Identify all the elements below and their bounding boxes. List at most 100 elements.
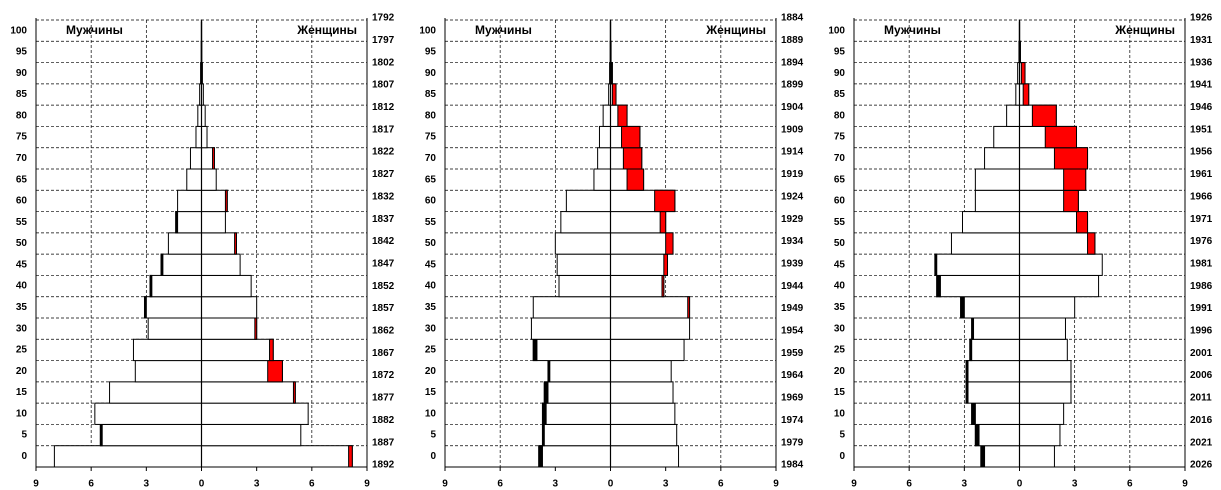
male-bar <box>186 168 203 191</box>
birth-year-label: 1954 <box>781 326 804 337</box>
birth-year-label: 1941 <box>1190 80 1213 91</box>
male-bar <box>980 445 1021 468</box>
age-label: 85 <box>834 89 846 100</box>
female-bar <box>610 253 669 276</box>
birth-year-label: 1966 <box>1190 191 1213 202</box>
birth-year-label: 1904 <box>781 102 804 113</box>
male-bar <box>971 317 1021 340</box>
x-tick-label: 3 <box>553 479 559 490</box>
female-excess <box>269 338 274 362</box>
female-bar <box>610 423 678 447</box>
female-excess <box>1053 147 1089 170</box>
male-bar <box>936 274 1020 298</box>
female-bar <box>1019 253 1103 276</box>
male-excess <box>965 360 969 383</box>
age-label: 20 <box>425 366 437 377</box>
male-bar <box>532 296 611 319</box>
x-tick-label: 9 <box>442 479 448 490</box>
age-label: 15 <box>16 387 28 398</box>
male-bar <box>547 360 612 383</box>
female-excess <box>1044 125 1078 149</box>
x-tick-label: 6 <box>88 479 94 490</box>
female-bar <box>1019 232 1096 255</box>
male-excess <box>934 253 938 276</box>
birth-year-label: 1807 <box>372 80 395 91</box>
male-bar <box>554 232 611 255</box>
male-bar <box>143 296 202 319</box>
birth-year-label: 1964 <box>781 370 804 381</box>
female-bar <box>610 338 685 362</box>
birth-year-label: 1827 <box>372 169 395 180</box>
female-excess <box>254 317 258 340</box>
male-bar <box>974 189 1020 213</box>
male-bar <box>160 253 203 276</box>
male-bar <box>974 168 1020 191</box>
age-label: 50 <box>834 238 846 249</box>
birth-year-label: 1936 <box>1190 57 1213 68</box>
x-tick-label: 6 <box>309 479 315 490</box>
male-excess <box>160 253 164 276</box>
male-excess <box>965 381 969 404</box>
male-bar <box>560 211 611 234</box>
birth-year-label: 1944 <box>781 281 804 292</box>
birth-year-label: 1899 <box>781 80 804 91</box>
birth-year-label: 2011 <box>1190 393 1212 404</box>
age-label: 5 <box>21 430 27 441</box>
male-bar <box>541 423 612 447</box>
male-bar <box>565 189 611 213</box>
x-tick-label: 6 <box>906 479 912 490</box>
birth-year-label: 1837 <box>372 214 395 225</box>
female-bar <box>610 317 691 340</box>
male-excess <box>175 211 179 234</box>
male-bar <box>974 423 1020 447</box>
male-bar <box>961 211 1020 234</box>
birth-year-label: 1792 <box>372 13 395 24</box>
female-bar <box>1019 317 1066 340</box>
age-label: 95 <box>16 47 28 58</box>
female-bar <box>201 168 217 191</box>
male-bar <box>99 423 202 447</box>
age-label: 70 <box>16 153 28 164</box>
age-label: 85 <box>425 89 437 100</box>
female-excess <box>621 125 641 149</box>
age-label: 55 <box>16 217 28 228</box>
male-excess <box>541 423 545 447</box>
age-label: 10 <box>425 408 437 419</box>
male-bar <box>556 253 612 276</box>
male-bar <box>94 402 202 425</box>
birth-year-label: 1812 <box>372 102 395 113</box>
birth-year-label: 2021 <box>1190 437 1213 448</box>
birth-year-label: 1996 <box>1190 326 1213 337</box>
female-excess <box>348 445 353 468</box>
male-excess <box>971 317 975 340</box>
female-bar <box>201 232 237 255</box>
male-excess <box>971 402 976 425</box>
x-tick-label: 9 <box>1182 479 1188 490</box>
birth-year-label: 1914 <box>781 147 804 158</box>
male-bar <box>538 445 611 468</box>
birth-year-label: 1949 <box>781 303 804 314</box>
male-bar <box>149 274 202 298</box>
female-bar <box>610 360 672 383</box>
female-bar <box>610 274 665 298</box>
legend-label: Женщины <box>296 23 357 37</box>
female-bar <box>201 423 302 447</box>
x-tick-label: 3 <box>1072 479 1078 490</box>
male-bar <box>993 125 1020 149</box>
age-label: 40 <box>834 281 846 292</box>
female-excess <box>622 147 643 170</box>
birth-year-label: 1931 <box>1190 35 1213 46</box>
age-label: 100 <box>828 25 845 36</box>
age-label: 30 <box>16 323 28 334</box>
female-excess <box>610 62 613 85</box>
birth-year-label: 1797 <box>372 35 395 46</box>
age-label: 75 <box>834 132 846 143</box>
birth-year-label: 1926 <box>1190 13 1213 24</box>
age-label: 80 <box>425 110 437 121</box>
age-label: 45 <box>834 259 846 270</box>
birth-year-label: 1894 <box>781 57 804 68</box>
female-bar <box>1019 423 1061 447</box>
male-excess <box>936 274 941 298</box>
male-excess <box>960 296 965 319</box>
